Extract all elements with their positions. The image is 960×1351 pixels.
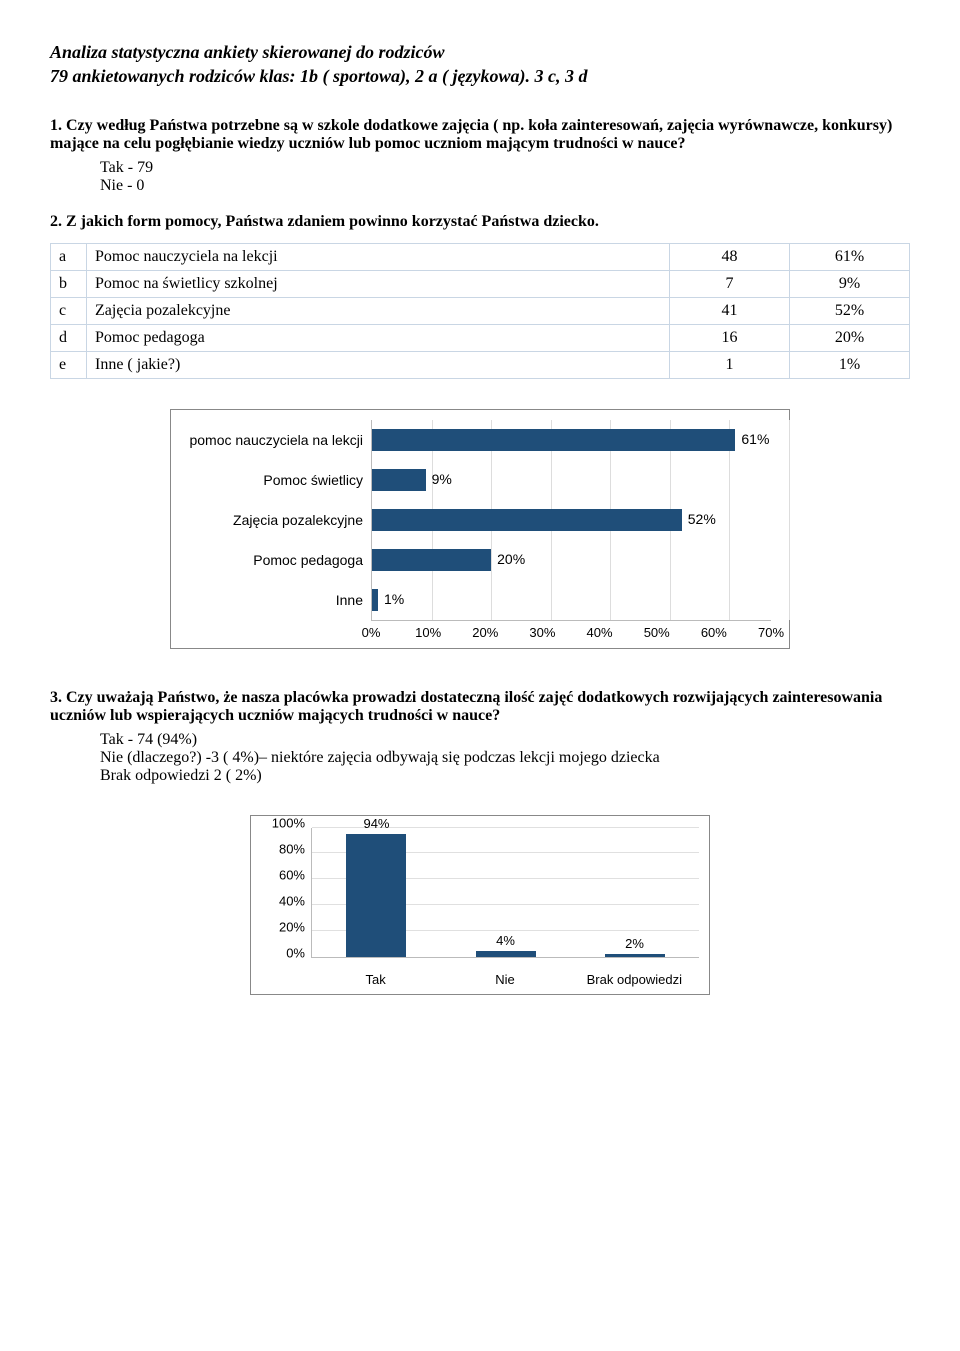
q1-answer-tak: Tak - 79 <box>50 159 910 177</box>
hbar-category-label: Pomoc świetlicy <box>171 472 371 488</box>
hbar-bar <box>372 509 682 531</box>
question-1-text: 1. Czy według Państwa potrzebne są w szk… <box>50 117 892 152</box>
hbar-bar <box>372 469 426 491</box>
q2-bar-chart: pomoc nauczyciela na lekcji 61% Pomoc świe… <box>170 409 790 649</box>
question-3: 3. Czy uważają Państwo, że nasza placówk… <box>50 689 910 725</box>
row-key: b <box>51 270 87 297</box>
question-3-text: 3. Czy uważają Państwo, że nasza placówk… <box>50 689 882 724</box>
table-row: c Zajęcia pozalekcyjne 41 52% <box>51 297 910 324</box>
hbar-category-label: pomoc nauczyciela na lekcji <box>171 432 371 448</box>
row-label: Inne ( jakie?) <box>87 351 670 378</box>
hbar-bar <box>372 549 491 571</box>
row-pct: 61% <box>790 243 910 270</box>
hbar-value-label: 52% <box>688 511 716 527</box>
hbar-x-tick: 70% <box>758 625 784 640</box>
hbar-category-label: Inne <box>171 592 371 608</box>
hbar-bar <box>372 589 378 611</box>
hbar-row: pomoc nauczyciela na lekcji 61% <box>171 420 789 460</box>
vbar-column: 2% <box>605 954 665 957</box>
question-2-text: 2. Z jakich form pomocy, Państwa zdaniem… <box>50 213 910 231</box>
row-label: Pomoc pedagoga <box>87 324 670 351</box>
q3-bar-chart: 0% 20% 40% 60% 80% 100% 94% 4% 2% Tak Nie Brak odpo… <box>250 815 710 995</box>
hbar-x-tick: 10% <box>415 625 441 640</box>
table-row: b Pomoc na świetlicy szkolnej 7 9% <box>51 270 910 297</box>
row-pct: 52% <box>790 297 910 324</box>
row-count: 7 <box>670 270 790 297</box>
vbar-area: 94% 4% 2% <box>311 828 699 958</box>
vbar-y-tick: 80% <box>279 841 305 856</box>
row-label: Pomoc na świetlicy szkolnej <box>87 270 670 297</box>
row-count: 41 <box>670 297 790 324</box>
hbar-plot-area: 61% <box>371 420 789 460</box>
hbar-value-label: 61% <box>741 431 769 447</box>
title-line-2: 79 ankietowanych rodziców klas: 1b ( spo… <box>50 64 910 88</box>
row-key: e <box>51 351 87 378</box>
hbar-plot-area: 20% <box>371 540 789 580</box>
hbar-value-label: 20% <box>497 551 525 567</box>
hbar-bar <box>372 429 735 451</box>
hbar-row: Pomoc świetlicy 9% <box>171 460 789 500</box>
q2-table: a Pomoc nauczyciela na lekcji 48 61% b P… <box>50 243 910 379</box>
document-title: Analiza statystyczna ankiety skierowanej… <box>50 40 910 89</box>
vbar-y-tick: 100% <box>272 815 305 830</box>
vbar-y-tick: 40% <box>279 893 305 908</box>
hbar-plot-area: 52% <box>371 500 789 540</box>
q3-answer-tak: Tak - 74 (94%) <box>50 731 910 749</box>
vbar-y-tick: 0% <box>286 945 305 960</box>
hbar-category-label: Zajęcia pozalekcyjne <box>171 512 371 528</box>
hbar-plot-area: 1% <box>371 580 789 620</box>
row-count: 1 <box>670 351 790 378</box>
vbar-y-tick: 20% <box>279 919 305 934</box>
vbar-bar <box>476 951 536 956</box>
hbar-category-label: Pomoc pedagoga <box>171 552 371 568</box>
vbar-x-label: Nie <box>495 972 515 987</box>
hbar-value-label: 9% <box>432 471 452 487</box>
row-pct: 1% <box>790 351 910 378</box>
table-row: a Pomoc nauczyciela na lekcji 48 61% <box>51 243 910 270</box>
hbar-x-tick: 40% <box>587 625 613 640</box>
vbar-value-label: 94% <box>346 816 406 831</box>
vbar-value-label: 4% <box>476 933 536 948</box>
vbar-x-axis: Tak Nie Brak odpowiedzi <box>311 968 699 994</box>
row-key: a <box>51 243 87 270</box>
vbar-value-label: 2% <box>605 936 665 951</box>
vbar-bar <box>346 834 406 956</box>
vbar-column: 94% <box>346 834 406 956</box>
q3-answer-brak: Brak odpowiedzi 2 ( 2%) <box>50 767 910 785</box>
row-key: c <box>51 297 87 324</box>
row-count: 16 <box>670 324 790 351</box>
vbar-y-tick: 60% <box>279 867 305 882</box>
q3-answer-nie: Nie (dlaczego?) -3 ( 4%)– niektóre zajęc… <box>50 749 910 767</box>
hbar-row: Zajęcia pozalekcyjne 52% <box>171 500 789 540</box>
vbar-y-axis: 0%20%40%60%80%100% <box>261 828 311 968</box>
hbar-row: Pomoc pedagoga 20% <box>171 540 789 580</box>
row-pct: 9% <box>790 270 910 297</box>
hbar-value-label: 1% <box>384 591 404 607</box>
vbar-bar <box>605 954 665 957</box>
table-row: d Pomoc pedagoga 16 20% <box>51 324 910 351</box>
vbar-plot: 0%20%40%60%80%100%94%4%2% <box>261 828 699 968</box>
row-count: 48 <box>670 243 790 270</box>
row-label: Pomoc nauczyciela na lekcji <box>87 243 670 270</box>
q1-answer-nie: Nie - 0 <box>50 177 910 195</box>
row-label: Zajęcia pozalekcyjne <box>87 297 670 324</box>
table-row: e Inne ( jakie?) 1 1% <box>51 351 910 378</box>
vbar-x-label: Brak odpowiedzi <box>587 972 682 987</box>
vbar-column: 4% <box>476 951 536 956</box>
hbar-plot-area: 9% <box>371 460 789 500</box>
question-1: 1. Czy według Państwa potrzebne są w szk… <box>50 117 910 153</box>
row-pct: 20% <box>790 324 910 351</box>
row-key: d <box>51 324 87 351</box>
title-line-1: Analiza statystyczna ankiety skierowanej… <box>50 40 910 64</box>
hbar-x-tick: 0% <box>362 625 381 640</box>
hbar-row: Inne 1% <box>171 580 789 620</box>
hbar-x-tick: 20% <box>472 625 498 640</box>
hbar-x-tick: 60% <box>701 625 727 640</box>
hbar-x-tick: 50% <box>644 625 670 640</box>
hbar-x-tick: 30% <box>529 625 555 640</box>
vbar-x-label: Tak <box>366 972 386 987</box>
hbar-x-axis: 0%10%20%30%40%50%60%70% <box>371 620 771 648</box>
